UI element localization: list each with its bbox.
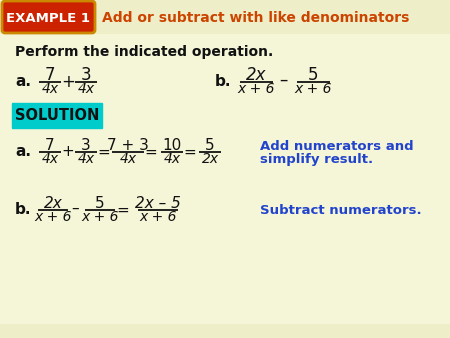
Text: Add numerators and: Add numerators and [260, 140, 414, 152]
Text: =: = [117, 202, 130, 217]
Bar [0, 324, 450, 338]
Text: 5: 5 [308, 66, 318, 84]
Text: b.: b. [15, 202, 32, 217]
Text: –: – [279, 71, 287, 89]
Text: 5: 5 [205, 138, 215, 152]
Text: EXAMPLE 1: EXAMPLE 1 [6, 11, 90, 24]
Text: 5: 5 [95, 195, 105, 211]
Text: 2x: 2x [246, 66, 266, 84]
Text: x + 6: x + 6 [237, 82, 275, 96]
Text: +: + [61, 73, 75, 91]
Bar [0, 0, 450, 34]
Text: 2x: 2x [202, 152, 219, 166]
Text: 7: 7 [45, 138, 55, 152]
Text: a.: a. [15, 74, 31, 90]
FancyBboxPatch shape [2, 1, 95, 33]
Text: b.: b. [215, 74, 231, 90]
Text: Subtract numerators.: Subtract numerators. [260, 203, 422, 217]
Text: 3: 3 [81, 138, 91, 152]
Text: =: = [184, 145, 196, 160]
Text: 10: 10 [162, 138, 182, 152]
Text: 7: 7 [45, 66, 55, 84]
Text: 4x: 4x [77, 82, 94, 96]
Text: 4x: 4x [119, 152, 136, 166]
FancyBboxPatch shape [12, 103, 102, 128]
Text: x + 6: x + 6 [81, 210, 119, 224]
Text: x + 6: x + 6 [34, 210, 72, 224]
Text: simplify result.: simplify result. [260, 153, 373, 167]
Text: =: = [98, 145, 110, 160]
Text: Perform the indicated operation.: Perform the indicated operation. [15, 45, 273, 59]
Text: 4x: 4x [163, 152, 180, 166]
Text: 4x: 4x [41, 82, 58, 96]
Text: =: = [144, 145, 158, 160]
Text: a.: a. [15, 145, 31, 160]
Text: 2x – 5: 2x – 5 [135, 195, 181, 211]
Text: 2x: 2x [44, 195, 63, 211]
Text: SOLUTION: SOLUTION [15, 108, 99, 123]
Text: +: + [62, 145, 74, 160]
Text: –: – [71, 200, 79, 216]
Text: 3: 3 [81, 66, 91, 84]
Text: 4x: 4x [77, 152, 94, 166]
Text: x + 6: x + 6 [139, 210, 177, 224]
Text: 7 + 3: 7 + 3 [107, 138, 149, 152]
Text: 4x: 4x [41, 152, 58, 166]
Text: x + 6: x + 6 [294, 82, 332, 96]
Text: Add or subtract with like denominators: Add or subtract with like denominators [102, 11, 410, 25]
